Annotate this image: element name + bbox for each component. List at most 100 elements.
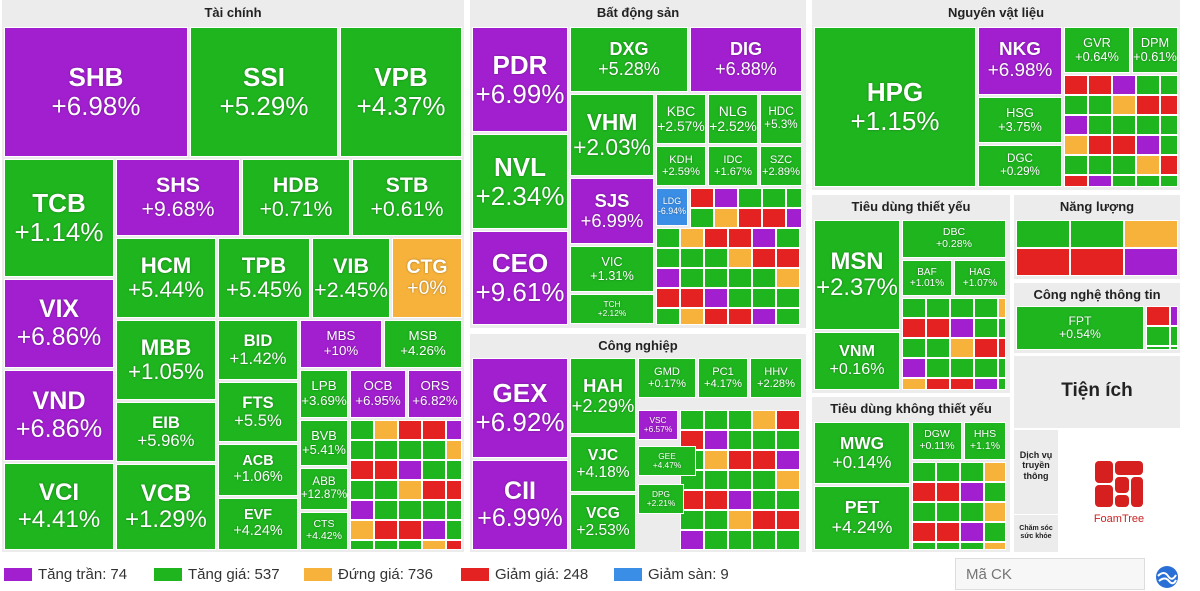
change: +1.15% bbox=[850, 106, 940, 136]
change: +9.61% bbox=[475, 277, 565, 307]
globe-icon[interactable] bbox=[1154, 564, 1180, 590]
stock-tile: DPG +2.21% bbox=[638, 484, 684, 514]
legend-count: 9 bbox=[720, 566, 729, 583]
change: +2.57% bbox=[657, 118, 705, 134]
small-tile bbox=[704, 288, 728, 308]
small-tile bbox=[1160, 155, 1178, 175]
ticker: GEE bbox=[658, 450, 676, 461]
small-tile bbox=[936, 522, 960, 542]
small-tile bbox=[1112, 95, 1136, 115]
small-tile bbox=[926, 378, 950, 390]
ticker: NKG bbox=[999, 39, 1041, 61]
small-tile bbox=[776, 490, 800, 510]
small-tile bbox=[422, 440, 446, 460]
ticker: PET bbox=[844, 497, 880, 518]
small-tile bbox=[446, 440, 462, 460]
ticker: KDH bbox=[669, 153, 693, 166]
small-tile bbox=[1160, 135, 1178, 155]
small-tile bbox=[374, 500, 398, 520]
small-tile bbox=[680, 308, 704, 325]
small-tile bbox=[656, 268, 680, 288]
ticker: HSG bbox=[1006, 104, 1034, 120]
small-tile bbox=[422, 540, 446, 550]
ticker: CTG bbox=[406, 255, 448, 278]
small-tile bbox=[1124, 248, 1178, 276]
ticker: VPB bbox=[374, 62, 428, 93]
small-tile bbox=[1160, 95, 1178, 115]
change: +10% bbox=[323, 343, 359, 358]
change: +6.82% bbox=[412, 393, 458, 408]
small-tile bbox=[1112, 175, 1136, 187]
change: +5.45% bbox=[226, 277, 302, 302]
change: +6.86% bbox=[16, 323, 102, 351]
stock-tile: VND +6.86% bbox=[4, 370, 114, 461]
small-tile bbox=[704, 268, 728, 288]
small-tile bbox=[704, 490, 728, 510]
sector-title: Nguyên vật liệu bbox=[947, 5, 1045, 20]
change: +1.31% bbox=[590, 268, 634, 283]
small-tile bbox=[1112, 155, 1136, 175]
legend-item: Giảm sàn: 9 bbox=[614, 566, 729, 583]
small-tile bbox=[974, 298, 998, 318]
legend-label: Giảm sàn: bbox=[648, 566, 717, 583]
small-tile bbox=[926, 318, 950, 338]
small-tile bbox=[398, 540, 422, 550]
small-tile bbox=[912, 522, 936, 542]
sector-title: Chăm sóc sức khỏe bbox=[1019, 525, 1053, 541]
ticker: HCM bbox=[140, 252, 192, 278]
small-tile bbox=[984, 482, 1006, 502]
small-tile bbox=[902, 378, 926, 390]
small-tile bbox=[446, 460, 462, 480]
small-tile bbox=[752, 450, 776, 470]
small-tile bbox=[728, 490, 752, 510]
small-tile bbox=[446, 540, 462, 550]
ticker: DGW bbox=[924, 428, 950, 441]
ticker: SZC bbox=[769, 153, 793, 166]
small-tile bbox=[960, 542, 984, 550]
small-tile bbox=[1160, 115, 1178, 135]
ticker: HAG bbox=[969, 267, 991, 278]
change: +2.29% bbox=[571, 395, 635, 416]
small-tile bbox=[704, 450, 728, 470]
legend-swatch bbox=[154, 568, 182, 581]
sector-title: Năng lượng bbox=[1059, 199, 1135, 214]
small-tile bbox=[704, 308, 728, 325]
sector-title: Tiêu dùng không thiết yếu bbox=[830, 401, 992, 416]
ticker: SJS bbox=[594, 189, 630, 211]
stock-tile: DIG +6.88% bbox=[690, 27, 802, 92]
small-tile bbox=[776, 288, 800, 308]
stock-tile: VHM +2.03% bbox=[570, 94, 654, 176]
small-tile bbox=[902, 318, 926, 338]
stock-tile: DXG +5.28% bbox=[570, 27, 688, 92]
change: +0% bbox=[407, 277, 447, 299]
small-tile bbox=[1088, 75, 1112, 95]
small-tile bbox=[1136, 115, 1160, 135]
stock-tile: SZC +2.89% bbox=[760, 146, 802, 186]
small-tile bbox=[762, 208, 786, 228]
logo: FoamTree bbox=[1060, 432, 1178, 550]
stock-tile: VCG +2.53% bbox=[570, 494, 636, 550]
ticker: HHV bbox=[764, 365, 788, 378]
small-tile bbox=[984, 502, 1006, 522]
ticker: VSC bbox=[649, 414, 667, 425]
small-tile bbox=[998, 318, 1006, 338]
search-box[interactable] bbox=[955, 558, 1145, 590]
small-tile bbox=[728, 288, 752, 308]
small-tile bbox=[728, 470, 752, 490]
small-tile bbox=[728, 530, 752, 550]
change: +9.68% bbox=[141, 196, 215, 221]
small-tile bbox=[912, 462, 936, 482]
sector-title: Tài chính bbox=[204, 5, 262, 20]
stock-tile: BID +1.42% bbox=[218, 320, 298, 380]
small-tile bbox=[1136, 75, 1160, 95]
change: +2.37% bbox=[816, 274, 898, 301]
stock-tile: SHB +6.98% bbox=[4, 27, 188, 157]
ticker: ACB bbox=[242, 453, 274, 470]
stock-tile: FTS +5.5% bbox=[218, 382, 298, 442]
small-tile bbox=[1124, 220, 1178, 248]
sector-title: Công nghiệp bbox=[598, 338, 678, 353]
stock-tile: EIB +5.96% bbox=[116, 402, 216, 462]
small-tile bbox=[776, 268, 800, 288]
ticker: STB bbox=[385, 172, 429, 197]
change: +6.99% bbox=[475, 78, 565, 109]
